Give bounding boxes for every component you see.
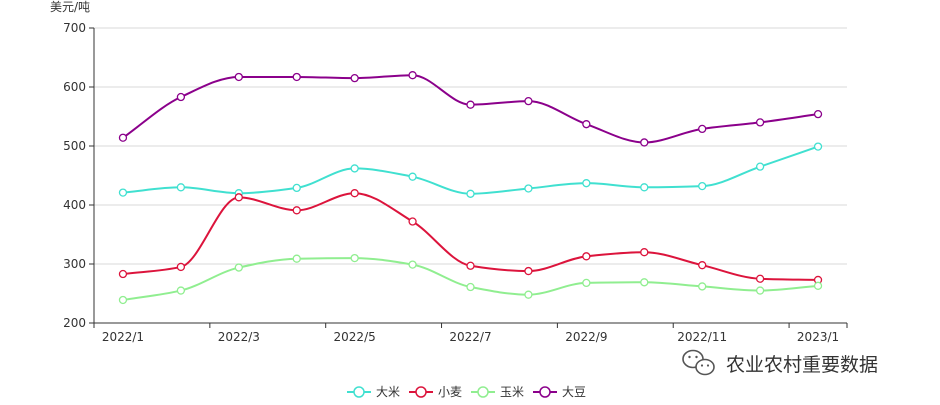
data-point[interactable] (408, 172, 417, 181)
y-tick-label: 500 (63, 139, 86, 153)
data-point[interactable] (524, 266, 533, 276)
data-point[interactable] (118, 133, 128, 142)
data-point[interactable] (755, 118, 765, 127)
data-point[interactable] (350, 189, 359, 198)
data-point[interactable] (176, 183, 186, 192)
series-lines (118, 71, 823, 305)
y-tick-label: 200 (63, 316, 86, 330)
data-point[interactable] (176, 262, 186, 272)
data-point[interactable] (582, 120, 591, 129)
y-tick-label: 300 (63, 257, 86, 271)
x-axis: 2022/1 2022/3 2022/5 2022/7 2022/9 2022/11 202… (93, 322, 848, 344)
legend-label: 小麦 (438, 385, 462, 399)
series-line-1 (122, 145, 819, 195)
data-point[interactable] (640, 183, 649, 192)
data-point[interactable] (524, 184, 533, 193)
data-point[interactable] (466, 189, 475, 198)
data-point[interactable] (466, 282, 475, 292)
legend-label: 玉米 (500, 385, 524, 399)
data-point[interactable] (408, 217, 417, 226)
data-point[interactable] (524, 97, 533, 106)
data-point[interactable] (813, 142, 823, 151)
data-point[interactable] (524, 290, 533, 299)
x-tick-label: 2022/9 (565, 330, 607, 344)
data-point[interactable] (234, 72, 243, 82)
legend-label: 大米 (376, 385, 400, 399)
data-point[interactable] (350, 253, 359, 263)
legend-marker (477, 386, 489, 398)
y-tick-label: 400 (63, 198, 86, 212)
data-point[interactable] (292, 206, 301, 215)
data-point[interactable] (118, 295, 128, 305)
data-point[interactable] (698, 124, 707, 134)
data-point[interactable] (118, 269, 128, 279)
data-point[interactable] (466, 261, 475, 270)
data-point[interactable] (640, 248, 649, 257)
legend-marker (539, 386, 551, 398)
data-point[interactable] (755, 274, 765, 283)
data-point[interactable] (640, 278, 649, 287)
y-axis-unit-label: 美元/吨 (50, 0, 90, 14)
y-axis: 200 300 400 500 600 700 (63, 21, 95, 330)
data-point[interactable] (582, 179, 591, 188)
x-tick-label: 2022/11 (677, 330, 727, 344)
y-tick-label: 700 (63, 21, 86, 35)
data-point[interactable] (292, 72, 301, 82)
legend-marker (353, 386, 365, 398)
data-point[interactable] (408, 260, 417, 269)
x-tick-label: 2023/1 (797, 330, 839, 344)
data-point[interactable] (292, 254, 301, 263)
data-point[interactable] (813, 109, 823, 119)
watermark: 农业农村重要数据 (682, 349, 878, 376)
wechat-icon (682, 349, 715, 376)
legend-item-1[interactable]: 大米 (347, 385, 400, 399)
x-tick-label: 2022/5 (334, 330, 376, 344)
legend-item-2[interactable]: 小麦 (409, 385, 462, 399)
x-tick-label: 2022/7 (449, 330, 491, 344)
data-point[interactable] (350, 74, 359, 83)
data-point[interactable] (408, 71, 417, 80)
data-point[interactable] (755, 162, 765, 171)
y-tick-label: 600 (63, 80, 86, 94)
legend-marker (415, 386, 427, 398)
x-tick-label: 2022/1 (102, 330, 144, 344)
data-point[interactable] (118, 188, 128, 197)
data-point[interactable] (813, 281, 823, 290)
data-point[interactable] (698, 282, 707, 291)
data-point[interactable] (234, 263, 243, 272)
watermark-text: 农业农村重要数据 (726, 354, 878, 376)
data-point[interactable] (176, 286, 186, 295)
legend-item-4[interactable]: 大豆 (533, 385, 586, 399)
data-point[interactable] (698, 181, 707, 191)
legend-label: 大豆 (562, 385, 586, 399)
data-point[interactable] (234, 193, 243, 202)
legend[interactable]: 大米 小麦 玉米 大豆 (347, 385, 586, 399)
data-point[interactable] (698, 261, 707, 270)
data-point[interactable] (582, 252, 591, 261)
legend-item-3[interactable]: 玉米 (471, 385, 524, 399)
data-point[interactable] (292, 183, 301, 193)
data-point[interactable] (466, 100, 475, 109)
data-point[interactable] (582, 278, 591, 288)
data-point[interactable] (640, 138, 649, 147)
grid-lines (94, 27, 847, 265)
data-point[interactable] (350, 164, 359, 173)
data-point[interactable] (176, 92, 186, 102)
x-tick-label: 2022/3 (218, 330, 260, 344)
data-point[interactable] (755, 286, 765, 295)
